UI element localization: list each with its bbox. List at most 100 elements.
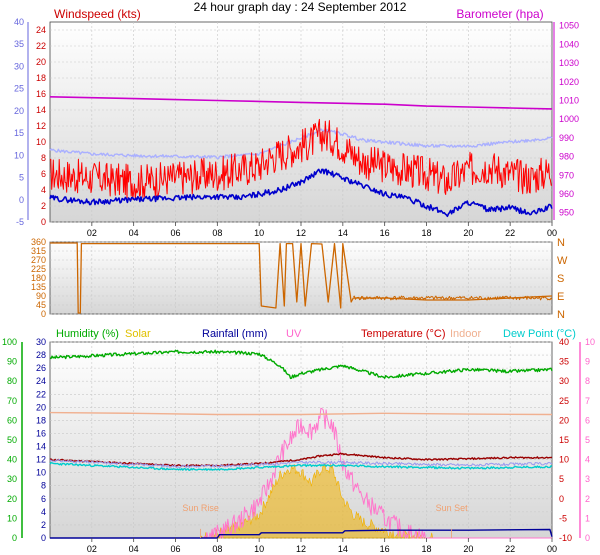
multi-legend: Humidity (%) Solar Rainfall (mm) UV Temp… [56,328,576,340]
temperature-tick-label: 25 [559,396,569,406]
uv-tick-label: 8 [585,376,590,386]
x-tick-label: 20 [463,228,473,238]
x-tick-label: 12 [296,228,306,238]
rainfall-tick-label: 22 [36,389,46,399]
legend-rainfall: Rainfall (mm) [202,328,267,340]
baro-tick-label: 1040 [559,39,579,49]
humidity-line [49,349,553,380]
wind-tick-label: 14 [36,105,46,115]
x-tick-label: 14 [338,544,348,554]
temperature-tick-label: 40 [559,337,569,347]
uv-tick-label: 6 [585,415,590,425]
wind-blue-tick-label: 10 [14,150,24,160]
humidity-tick-label: 100 [2,337,17,347]
rainfall-tick-label: 16 [36,428,46,438]
x-tick-label: 20 [463,544,473,554]
wind-blue-tick-label: 40 [14,17,24,27]
rainfall-tick-label: 8 [41,481,46,491]
wind-tick-label: 24 [36,25,46,35]
temperature-tick-label: 10 [559,455,569,465]
humidity-tick-label: 90 [7,357,17,367]
wind-x-ticks: 02 04 06 08 10 12 14 16 18 20 22 00 [87,222,557,238]
legend-temperature: Temperature (°C) [361,328,445,340]
rainfall-tick-label: 6 [41,494,46,504]
wind-blue-tick-label: 35 [14,39,24,49]
uv-tick-label: 10 [585,337,595,347]
rainfall-line [50,528,553,539]
wind-tick-label: 22 [36,41,46,51]
rainfall-tick-label: 30 [36,337,46,347]
legend-dew-point: Dew Point (°C) [503,328,576,340]
humidity-tick-label: 60 [7,415,17,425]
wind-axis-left-outer: -5 0 5 10 15 20 25 30 35 40 [14,17,24,227]
direction-tick-label: 180 [31,273,46,283]
temperature-line [49,452,553,467]
temperature-tick-label: 20 [559,415,569,425]
baro-tick-label: 1030 [559,58,579,68]
windspeed-label: Windspeed (kts) [54,7,141,21]
barometer-axis: 950 960 970 980 990 1000 1010 1020 1030 1040 1050 [559,21,579,218]
x-tick-label: 22 [505,228,515,238]
humidity-tick-label: 0 [12,533,17,543]
barometer-line [49,96,553,110]
wind-blue-tick-label: 5 [19,173,24,183]
wind-blue-tick-label: 0 [19,195,24,205]
humidity-axis: 0 10 20 30 40 50 60 70 80 90 100 [2,337,17,543]
uv-tick-label: 9 [585,357,590,367]
compass-label: W [557,255,568,267]
direction-noise-line [353,295,553,301]
legend-humidity: Humidity (%) [56,328,119,340]
wind-tick-label: 18 [36,73,46,83]
direction-tick-label: 45 [36,300,46,310]
wind-tick-label: 0 [41,217,46,227]
rainfall-tick-label: 4 [41,507,46,517]
uv-tick-label: 5 [585,435,590,445]
legend-solar: Solar [125,328,151,340]
temperature-tick-label: 0 [559,494,564,504]
temperature-tick-label: -10 [559,533,572,543]
temperature-axis: -10 -5 0 5 10 15 20 25 30 35 40 [559,337,572,543]
direction-tick-label: 135 [31,282,46,292]
dew-point-band-line [49,459,552,469]
rainfall-tick-label: 14 [36,442,46,452]
x-tick-label: 02 [87,544,97,554]
wind-blue-tick-label: 20 [14,106,24,116]
humidity-tick-label: 80 [7,376,17,386]
wind-tick-label: 8 [41,153,46,163]
rainfall-tick-label: 12 [36,455,46,465]
x-tick-label: 22 [505,544,515,554]
x-tick-label: 00 [547,544,557,554]
temperature-tick-label: 15 [559,435,569,445]
uv-axis: 0 1 2 3 4 5 6 7 8 9 10 [585,337,595,543]
x-tick-label: 18 [421,544,431,554]
wind-avg10-line [49,128,553,160]
baro-tick-label: 990 [559,133,574,143]
wind-tick-label: 4 [41,185,46,195]
multi-x-ticks: 02 04 06 08 10 12 14 16 18 20 22 00 [87,538,557,554]
chart-title: 24 hour graph day : 24 September 2012 [194,0,407,14]
baro-tick-label: 1020 [559,77,579,87]
direction-tick-label: 90 [36,291,46,301]
humidity-tick-label: 20 [7,494,17,504]
x-tick-label: 06 [170,544,180,554]
humidity-tick-label: 40 [7,455,17,465]
humidity-tick-label: 70 [7,396,17,406]
direction-grid [50,241,552,315]
x-tick-label: 10 [254,544,264,554]
wind-blue-tick-label: 15 [14,128,24,138]
wind-blue-tick-label: -5 [16,217,24,227]
temperature-tick-label: -5 [559,513,567,523]
wind-blue-tick-label: 25 [14,84,24,94]
baro-tick-label: 970 [559,170,574,180]
uv-tick-label: 4 [585,455,590,465]
wind-gust-line [49,118,553,200]
humidity-tick-label: 50 [7,435,17,445]
rainfall-tick-label: 18 [36,415,46,425]
baro-tick-label: 1010 [559,96,579,106]
wind-series [49,96,553,218]
uv-tick-label: 7 [585,396,590,406]
compass-label: N [557,237,565,249]
